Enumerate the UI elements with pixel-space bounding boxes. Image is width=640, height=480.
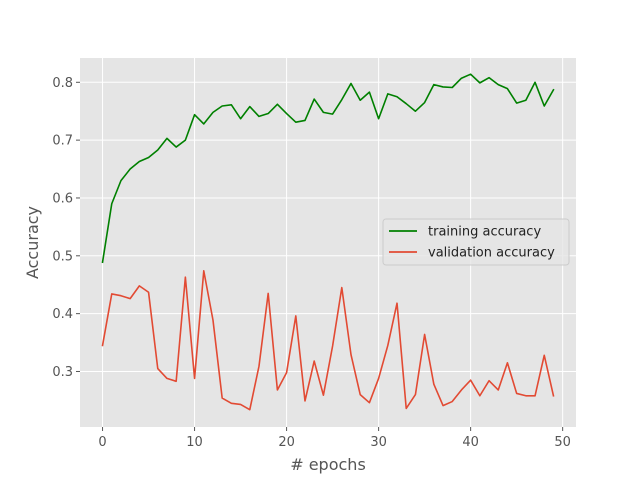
legend-box <box>382 218 570 266</box>
y-tick-label: 0.8 <box>52 76 73 91</box>
series-line-training-accuracy <box>101 73 555 264</box>
grid <box>80 58 576 427</box>
x-tick-label: 30 <box>370 435 387 450</box>
x-tick-label: 50 <box>554 435 571 450</box>
x-tick-label: 0 <box>98 435 106 450</box>
legend-label: validation accuracy <box>428 246 555 261</box>
x-tick-label: 40 <box>462 435 479 450</box>
legend: training accuracy validation accuracy <box>382 218 570 266</box>
x-axis-label: # epochs <box>290 455 366 474</box>
y-tick-label: 0.3 <box>52 365 73 380</box>
y-tick-label: 0.4 <box>52 307 73 322</box>
y-tick-label: 0.5 <box>52 249 73 264</box>
legend-label: training accuracy <box>428 225 541 240</box>
y-tick-label: 0.7 <box>52 134 73 149</box>
series-line-validation-accuracy <box>101 270 555 411</box>
series-layer <box>101 73 555 411</box>
y-axis-label: Accuracy <box>23 206 42 279</box>
x-tick-label: 20 <box>278 435 295 450</box>
ticks: 0 10 20 30 40 50 0.3 0.4 0.5 0.6 0.7 0.8 <box>52 76 571 450</box>
x-tick-label: 10 <box>186 435 203 450</box>
y-tick-label: 0.6 <box>52 191 73 206</box>
